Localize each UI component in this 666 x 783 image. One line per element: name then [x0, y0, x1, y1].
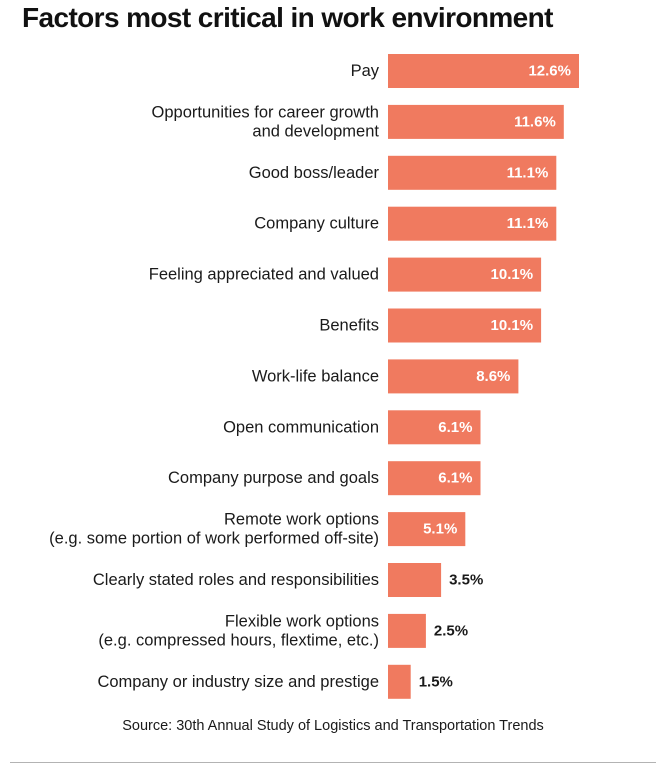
category-label-12-line-1: Flexible work options	[225, 612, 379, 630]
bar-6	[388, 308, 542, 343]
category-label-2-line-1: Opportunities for career growth	[152, 103, 379, 121]
value-label-12: 2.5%	[434, 622, 468, 639]
category-label-7: Work-life balance	[252, 367, 379, 385]
category-label-4: Company culture	[254, 215, 379, 233]
category-label-9: Company purpose and goals	[168, 469, 379, 487]
value-label-9: 6.1%	[438, 470, 472, 487]
bar-12	[388, 613, 426, 648]
source-note: Source: 30th Annual Study of Logistics a…	[122, 718, 544, 734]
category-label-2-line-2: and development	[252, 122, 379, 140]
bar-11	[388, 563, 442, 597]
value-label-10: 5.1%	[423, 521, 457, 538]
bar-7	[388, 359, 519, 394]
category-label-5: Feeling appreciated and valued	[149, 266, 379, 284]
bar-chart: Pay 12.6% Opportunities for career growtha…	[49, 54, 579, 699]
category-label-11: Clearly stated roles and responsibilitie…	[93, 571, 379, 589]
chart-title: Factors most critical in work environmen…	[22, 2, 553, 33]
category-label-12-line-2: (e.g. compressed hours, flextime, etc.)	[98, 631, 379, 649]
value-label-2: 11.6%	[514, 113, 556, 130]
bar-10	[388, 512, 466, 547]
bar-13	[388, 664, 411, 699]
bar-3	[388, 155, 557, 190]
bar-1	[388, 54, 579, 88]
bar-8	[388, 410, 481, 445]
bar-2	[388, 104, 564, 139]
value-label-5: 10.1%	[491, 266, 534, 283]
bar-5	[388, 257, 542, 292]
bar-4	[388, 206, 557, 241]
category-label-3: Good boss/leader	[249, 164, 380, 182]
value-label-8: 6.1%	[438, 419, 472, 436]
value-label-3: 11.1%	[507, 164, 549, 181]
category-label-8: Open communication	[223, 418, 379, 436]
value-label-1: 12.6%	[528, 63, 571, 80]
value-label-7: 8.6%	[476, 368, 510, 385]
value-label-13: 1.5%	[419, 673, 453, 690]
category-label-13: Company or industry size and prestige	[97, 673, 379, 691]
value-label-6: 10.1%	[491, 317, 534, 334]
category-label-1: Pay	[351, 62, 380, 80]
category-label-10-line-1: Remote work options	[224, 511, 379, 529]
bottom-divider	[10, 762, 656, 763]
category-label-10-line-2: (e.g. some portion of work performed off…	[49, 530, 379, 548]
value-label-4: 11.1%	[507, 215, 549, 232]
value-label-11: 3.5%	[449, 572, 483, 589]
category-label-6: Benefits	[319, 317, 379, 335]
bar-9	[388, 461, 481, 496]
